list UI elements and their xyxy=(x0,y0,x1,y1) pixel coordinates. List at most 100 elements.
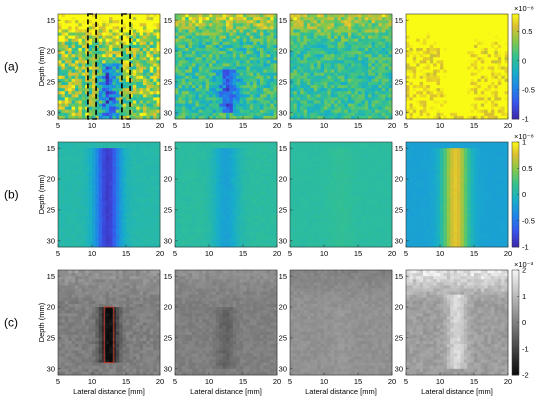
heatmap-cell xyxy=(293,44,298,49)
heatmap-cell xyxy=(202,85,206,89)
heatmap-cell xyxy=(215,54,220,58)
heatmap-cell xyxy=(354,26,359,30)
heatmap-cell xyxy=(443,106,448,111)
heatmap-cell xyxy=(463,54,468,58)
heatmap-cell xyxy=(385,14,389,18)
heatmap-cell xyxy=(450,23,454,27)
heatmap-cell xyxy=(205,97,210,101)
heatmap-cell xyxy=(317,57,321,61)
heatmap-cell xyxy=(129,206,134,211)
heatmap-cell xyxy=(156,23,161,27)
heatmap-cell xyxy=(229,115,234,120)
heatmap-cell xyxy=(347,109,352,114)
heatmap-cell xyxy=(64,219,69,223)
heatmap-cell xyxy=(58,206,62,211)
heatmap-cell xyxy=(330,106,335,111)
heatmap-cell xyxy=(122,175,127,180)
heatmap-cell xyxy=(85,72,89,77)
heatmap-cell xyxy=(474,115,478,120)
heatmap-cell xyxy=(433,78,437,83)
heatmap-cell xyxy=(412,35,417,40)
heatmap-cell xyxy=(273,54,278,58)
heatmap-cell xyxy=(426,69,431,74)
heatmap-cell xyxy=(497,17,502,21)
heatmap-cell xyxy=(136,154,140,158)
heatmap-cell xyxy=(126,20,130,24)
heatmap-cell xyxy=(484,97,488,101)
heatmap-cell xyxy=(364,41,369,46)
heatmap-cell xyxy=(188,88,193,92)
heatmap-cell xyxy=(219,112,223,117)
heatmap-cell xyxy=(98,142,103,146)
heatmap-cell xyxy=(378,103,383,108)
heatmap-cell xyxy=(68,219,72,223)
heatmap-cell xyxy=(313,66,318,70)
heatmap-cell xyxy=(330,26,335,30)
heatmap-cell xyxy=(88,154,93,158)
heatmap-cell xyxy=(126,94,130,98)
heatmap-cell xyxy=(215,60,220,64)
heatmap-cell xyxy=(229,54,234,58)
heatmap-cell xyxy=(98,69,103,74)
heatmap-cell xyxy=(195,69,200,74)
heatmap-cell xyxy=(143,197,147,202)
heatmap-cell xyxy=(450,26,454,30)
heatmap-cell xyxy=(474,17,478,21)
heatmap-cell xyxy=(423,72,427,77)
heatmap-cell xyxy=(327,57,332,61)
heatmap-cell xyxy=(95,154,100,158)
heatmap-cell xyxy=(136,219,140,223)
heatmap-cell xyxy=(195,91,200,95)
heatmap-cell xyxy=(146,26,151,30)
heatmap-cell xyxy=(209,38,213,43)
heatmap-cell xyxy=(215,72,220,77)
heatmap-cell xyxy=(98,145,103,149)
heatmap-cell xyxy=(136,35,140,40)
heatmap-cell xyxy=(75,209,79,214)
heatmap-cell xyxy=(375,32,379,37)
heatmap-cell xyxy=(112,200,117,205)
heatmap-cell xyxy=(58,216,62,220)
heatmap-cell xyxy=(105,197,110,202)
heatmap-cell xyxy=(450,17,454,21)
heatmap-cell xyxy=(153,213,157,217)
heatmap-cell xyxy=(156,228,161,232)
heatmap-cell xyxy=(115,213,120,217)
heatmap-cell xyxy=(71,75,76,80)
heatmap-cell xyxy=(181,41,186,46)
heatmap-cell xyxy=(347,81,352,86)
heatmap-cell xyxy=(463,115,468,120)
heatmap-cell xyxy=(92,194,96,198)
heatmap-cell xyxy=(385,100,389,104)
heatmap-cell xyxy=(497,26,502,30)
heatmap-cell xyxy=(122,97,127,101)
heatmap-cell xyxy=(446,103,451,108)
heatmap-cell xyxy=(78,206,83,211)
heatmap-cell xyxy=(243,14,247,18)
heatmap-cell xyxy=(88,69,93,74)
heatmap-cell xyxy=(463,23,468,27)
heatmap-cell xyxy=(95,185,100,189)
heatmap-cell xyxy=(450,14,454,18)
heatmap-cell xyxy=(334,109,338,114)
heatmap-cell xyxy=(484,41,488,46)
heatmap-cell xyxy=(480,20,485,24)
heatmap-cell xyxy=(256,44,261,49)
heatmap-cell xyxy=(497,85,502,89)
heatmap-cell xyxy=(109,179,113,183)
heatmap-cell xyxy=(270,51,274,55)
heatmap-cell xyxy=(81,154,86,158)
heatmap-cell xyxy=(436,69,441,74)
heatmap-cell xyxy=(81,103,86,108)
heatmap-cell xyxy=(310,20,315,24)
heatmap-cell xyxy=(185,47,189,52)
heatmap-cell xyxy=(504,20,509,24)
heatmap-cell xyxy=(317,32,321,37)
heatmap-cell xyxy=(75,231,79,236)
heatmap-cell xyxy=(132,91,137,95)
heatmap-cell xyxy=(136,142,140,146)
heatmap-cell xyxy=(78,57,83,61)
heatmap-cell xyxy=(126,151,130,155)
heatmap-cell xyxy=(317,69,321,74)
heatmap-cell xyxy=(181,106,186,111)
